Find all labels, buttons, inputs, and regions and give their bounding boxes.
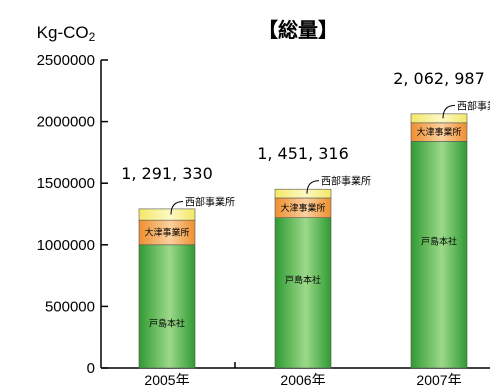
x-tick-label: 2007年 bbox=[416, 372, 461, 385]
x-tick-label: 2006年 bbox=[280, 372, 325, 385]
callout-label: 西部事業所 bbox=[185, 196, 235, 209]
bar-segment bbox=[138, 244, 196, 369]
total-value-label: 1, 451, 316 bbox=[257, 144, 349, 163]
chart-title: 【総量】 bbox=[258, 18, 338, 42]
segment-label: 戸島本社 bbox=[149, 317, 185, 329]
bar-segment bbox=[274, 217, 332, 369]
segment-label: 戸島本社 bbox=[285, 274, 321, 286]
total-value-label: 1, 291, 330 bbox=[121, 164, 213, 183]
bar-segment bbox=[274, 188, 332, 199]
bar-segment bbox=[410, 141, 468, 369]
y-tick-label: 0 bbox=[87, 360, 95, 377]
y-tick-label: 500000 bbox=[45, 298, 95, 315]
y-axis-unit: Kg-CO2 bbox=[37, 23, 96, 44]
callout-label: 西部事業所 bbox=[321, 175, 371, 188]
callout-line bbox=[306, 180, 320, 194]
y-tick-label: 1500000 bbox=[37, 175, 95, 192]
y-ticks: 0 500000 1000000 1500000 2000000 2500000 bbox=[37, 52, 108, 377]
callout-line bbox=[442, 104, 456, 119]
callout-line bbox=[170, 201, 184, 215]
bar-segment bbox=[410, 113, 468, 124]
total-value-label: 2, 062, 987 bbox=[393, 69, 485, 88]
segment-label: 大津事業所 bbox=[144, 226, 189, 238]
y-tick-label: 2500000 bbox=[37, 52, 95, 69]
x-tick-labels: 2005年 2006年 2007年 bbox=[144, 362, 462, 385]
segment-label: 大津事業所 bbox=[416, 126, 461, 138]
y-tick-label: 2000000 bbox=[37, 114, 95, 131]
bar-segment bbox=[138, 219, 196, 246]
total-labels: 1, 291, 330 1, 451, 316 2, 062, 987 bbox=[121, 69, 485, 183]
y-tick-label: 1000000 bbox=[37, 237, 95, 254]
bar-segment bbox=[138, 208, 196, 221]
callout-label: 西部事業所 bbox=[457, 99, 490, 112]
callouts: 西部事業所西部事業所西部事業所 bbox=[170, 99, 490, 215]
segment-label: 戸島本社 bbox=[421, 236, 457, 248]
segment-label: 大津事業所 bbox=[280, 202, 325, 214]
x-tick-label: 2005年 bbox=[144, 372, 189, 385]
